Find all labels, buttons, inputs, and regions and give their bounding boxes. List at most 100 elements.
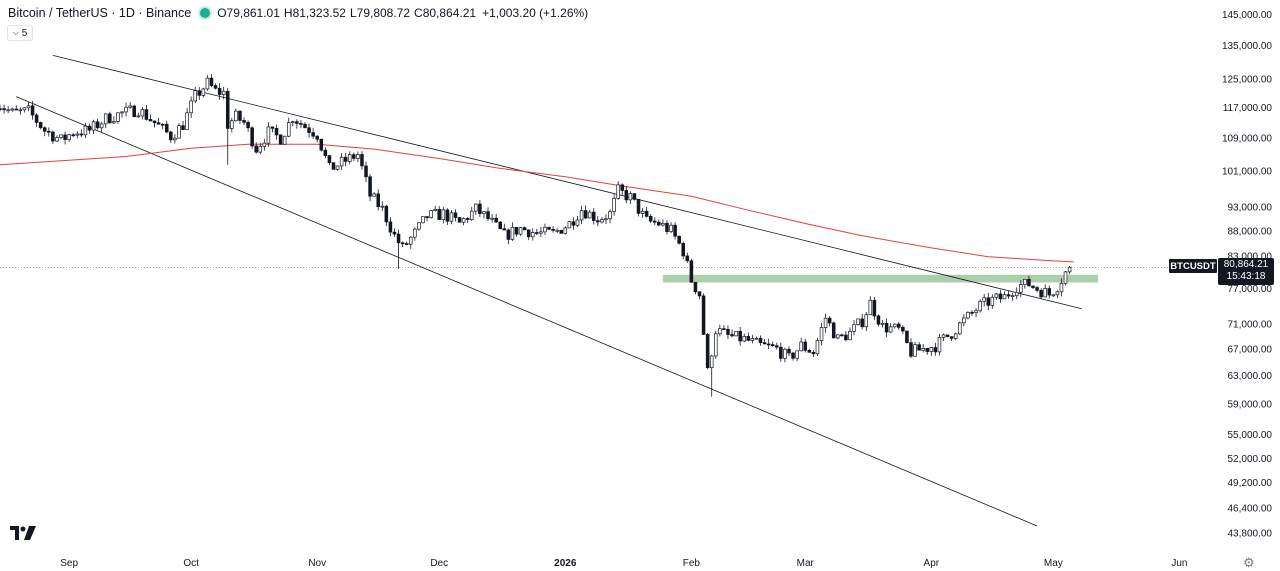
candle-body (1031, 285, 1035, 288)
tradingview-logo-icon[interactable] (10, 525, 36, 544)
y-axis-tick-label: 67,000.00 (1228, 344, 1273, 355)
candle-body (982, 297, 986, 302)
candle-body (380, 205, 385, 208)
candle-body (250, 127, 254, 147)
candle-body (242, 120, 246, 123)
change-value: +1,003.20 (+1.26%) (482, 6, 589, 20)
y-axis-tick-label: 46,400.00 (1228, 503, 1273, 514)
candle-body (116, 112, 120, 122)
candle-body (978, 300, 982, 312)
y-axis-tick-label: 55,000.00 (1228, 430, 1273, 441)
candle-body (543, 226, 547, 233)
candle-body (34, 114, 39, 123)
candle-body (803, 341, 808, 351)
candle-body (164, 123, 169, 133)
candle-body (970, 311, 974, 314)
symbol-title[interactable]: Bitcoin / TetherUS · 1D · Binance (8, 6, 192, 20)
gear-icon[interactable]: ⚙ (1243, 555, 1255, 570)
indicators-toggle-button[interactable]: ⌵ 5 (7, 25, 33, 41)
candle-body (335, 165, 340, 170)
candle-body (872, 299, 877, 317)
candle-body (18, 109, 23, 112)
candle-body (83, 125, 88, 136)
candle-body (445, 209, 450, 222)
candle-body (937, 337, 942, 353)
candle-body (742, 336, 747, 342)
candle-body (55, 137, 59, 142)
candle-body (177, 125, 181, 139)
candle-body (587, 211, 592, 219)
candle-body (583, 210, 588, 219)
candle-body (819, 327, 824, 341)
candle-body (632, 193, 637, 200)
candle-body (388, 221, 393, 233)
candle-body (360, 154, 364, 167)
candle-body (1047, 288, 1052, 296)
candle-body (144, 109, 149, 120)
candle-body (860, 318, 864, 328)
candle-body (343, 156, 348, 162)
candle-body (327, 155, 332, 164)
candle-body (266, 126, 271, 144)
candle-body (311, 132, 315, 137)
candle-body (278, 134, 283, 145)
tradingview-logo-shape (10, 526, 36, 540)
candle-body (510, 226, 515, 240)
candle-body (42, 127, 47, 132)
candle-body (30, 105, 35, 116)
candle-body (201, 88, 206, 96)
candle-body (754, 337, 759, 340)
candle-body (339, 156, 344, 167)
candle-body (291, 121, 295, 124)
candle-body (705, 334, 710, 369)
candle-body (746, 336, 751, 341)
candle-body (722, 328, 726, 331)
bar-countdown: 15:43:18 (1226, 271, 1266, 282)
candle-body (575, 219, 580, 226)
candle-body (953, 333, 958, 339)
candle-body (1055, 291, 1060, 296)
candle-body (856, 318, 860, 326)
candle-body (949, 336, 954, 339)
candle-body (225, 90, 230, 129)
trendline-1 (16, 96, 1038, 527)
candle-body (221, 90, 226, 95)
candle-body (962, 317, 966, 324)
candle-body (640, 210, 645, 214)
candle-body (246, 121, 250, 129)
candle-body (352, 154, 356, 159)
candle-body (701, 295, 706, 335)
candle-body (282, 135, 287, 145)
candle-body (59, 134, 63, 138)
candle-body (1035, 287, 1039, 291)
candle-body (478, 203, 482, 214)
open-value: O79,861.01 (217, 6, 280, 20)
candle-body (132, 105, 136, 118)
candle-body (189, 100, 193, 114)
candle-body (933, 347, 938, 353)
candle-body (51, 131, 55, 142)
candle-body (868, 299, 873, 316)
candle-body (457, 217, 462, 223)
candle-body (665, 222, 669, 232)
candle-body (103, 113, 108, 125)
candle-body (376, 193, 380, 208)
candle-body (79, 133, 84, 136)
candle-body (892, 323, 897, 328)
candle-body (400, 242, 405, 245)
x-axis-tick-label: 2026 (554, 558, 577, 569)
candle-body (193, 90, 197, 102)
candle-body (884, 322, 889, 333)
candle-body (612, 197, 616, 212)
candle-body (591, 211, 596, 221)
candle-body (108, 113, 112, 124)
candle-body (331, 162, 336, 170)
candle-body (234, 110, 238, 122)
candle-body (689, 260, 694, 283)
candle-body (693, 281, 698, 293)
candle-body (95, 121, 100, 129)
candle-body (831, 322, 836, 339)
candle-body (2, 108, 6, 111)
candle-body (10, 108, 14, 111)
